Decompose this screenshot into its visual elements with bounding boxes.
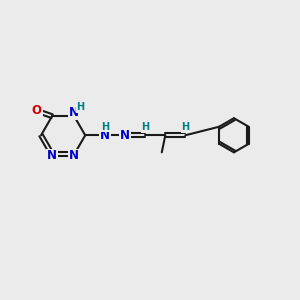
Text: N: N [100,129,110,142]
Text: N: N [69,149,79,162]
Text: H: H [101,122,109,132]
Text: H: H [141,122,149,132]
Text: N: N [69,106,79,119]
Text: N: N [120,129,130,142]
Text: H: H [76,102,85,112]
Text: N: N [47,149,57,162]
Text: O: O [32,104,42,117]
Text: H: H [181,122,189,132]
